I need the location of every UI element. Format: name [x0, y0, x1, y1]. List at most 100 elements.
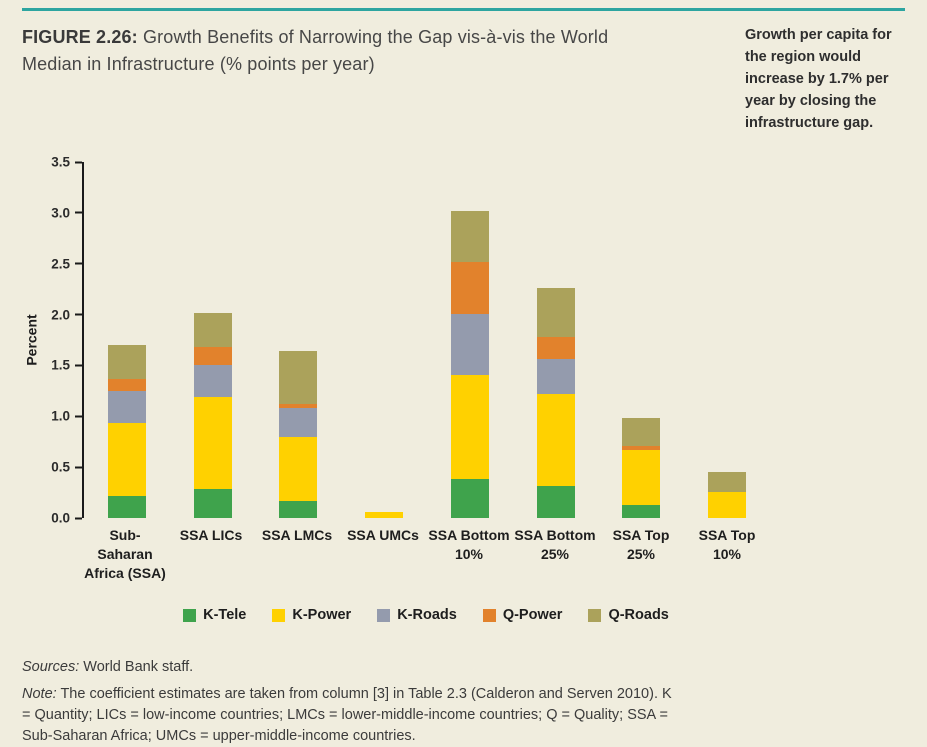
y-axis-title-cell: Percent: [22, 162, 42, 518]
stacked-bar-6: [536, 162, 575, 518]
figure-title: FIGURE 2.26: Growth Benefits of Narrowin…: [22, 24, 662, 78]
bar-segment-k-tele: [450, 479, 489, 518]
stacked-bar-chart: Percent 0.0 0.5 1.0 1.5 2.0 2.5 3.0 3.5 Sub-Sah…: [22, 155, 770, 624]
bar-segment-k-power: [536, 393, 575, 487]
bar-column: [427, 162, 513, 518]
bar-segment-q-power: [450, 261, 489, 314]
x-tick-label: SSA Bottom 10%: [428, 527, 510, 562]
y-tick-mark: [75, 161, 82, 163]
legend-swatch-q-roads: [588, 608, 602, 622]
y-tick-label: 0.0: [51, 510, 70, 526]
legend-swatch-q-power: [482, 608, 496, 622]
note-text: The coefficient estimates are taken from…: [22, 686, 672, 744]
bar-segment-q-roads: [193, 312, 232, 348]
legend-item-q-roads: Q-Roads: [588, 607, 669, 623]
legend-label: K-Power: [292, 607, 352, 623]
legend-label: K-Roads: [397, 607, 457, 623]
sources-text: World Bank staff.: [83, 659, 194, 675]
bar-segment-q-power: [193, 347, 232, 366]
bar-segment-q-roads: [708, 472, 747, 492]
bar-segment-k-power: [708, 491, 747, 518]
bar-segment-k-power: [365, 511, 404, 518]
y-tick: 0.5: [44, 460, 82, 475]
chart-plot-row: Percent 0.0 0.5 1.0 1.5 2.0 2.5 3.0 3.5: [22, 155, 770, 526]
x-tick-label: SSA Top 10%: [698, 527, 756, 562]
bar-column: [256, 162, 342, 518]
bar-segment-k-tele: [536, 486, 575, 518]
stacked-bar-4: [365, 162, 404, 518]
figure-page: FIGURE 2.26: Growth Benefits of Narrowin…: [22, 8, 905, 744]
top-divider: [22, 8, 905, 11]
figure-number: FIGURE 2.26:: [22, 27, 138, 47]
bar-column: [599, 162, 685, 518]
bar-segment-q-roads: [450, 210, 489, 262]
figure-header: FIGURE 2.26: Growth Benefits of Narrowin…: [22, 24, 905, 134]
plot-area: [82, 162, 770, 518]
stacked-bar-7: [622, 162, 661, 518]
bar-segment-q-power: [536, 336, 575, 360]
y-tick: 2.5: [44, 256, 82, 271]
y-tick-label: 1.5: [51, 357, 70, 373]
y-tick-mark: [75, 262, 82, 265]
bar-segment-k-tele: [622, 504, 661, 518]
bar-segment-k-tele: [193, 488, 232, 518]
bar-segment-q-roads: [279, 351, 318, 405]
stacked-bar-5: [450, 162, 489, 518]
y-tick-mark: [75, 211, 82, 214]
stacked-bar-8: [708, 162, 747, 518]
bar-segment-k-roads: [536, 359, 575, 394]
y-tick-mark: [75, 415, 82, 418]
bar-column: [170, 162, 256, 518]
bar-segment-q-power: [279, 404, 318, 409]
bar-segment-q-power: [622, 445, 661, 450]
legend-swatch-k-roads: [377, 608, 391, 622]
legend-label: Q-Roads: [608, 607, 669, 623]
y-axis: 0.0 0.5 1.0 1.5 2.0 2.5 3.0 3.5: [42, 155, 82, 526]
y-tick-mark: [75, 364, 82, 367]
y-tick: 2.0: [44, 307, 82, 322]
bar-segment-k-power: [193, 396, 232, 489]
bar-segment-k-tele: [279, 500, 318, 518]
stacked-bar-2: [193, 162, 232, 518]
legend-item-k-tele: K-Tele: [183, 607, 246, 623]
x-tick-label: Sub-Saharan Africa (SSA): [84, 527, 166, 581]
bar-segment-k-power: [279, 436, 318, 501]
x-tick-label: SSA LICs: [179, 527, 243, 543]
bar-column: [513, 162, 599, 518]
x-tick-label: SSA UMCs: [347, 527, 419, 543]
x-tick-label: SSA Bottom 25%: [514, 527, 596, 562]
note-label: Note:: [22, 686, 57, 702]
y-tick-label: 1.0: [51, 408, 70, 424]
y-tick: 0.0: [44, 511, 82, 526]
y-tick-mark: [75, 517, 82, 519]
bar-segment-k-power: [450, 374, 489, 480]
bar-segment-k-tele: [107, 495, 146, 518]
x-axis-labels: Sub-Saharan Africa (SSA) SSA LICs SSA LMCs…: [82, 518, 770, 583]
y-tick-label: 3.5: [51, 154, 70, 170]
bar-segment-q-roads: [536, 288, 575, 337]
y-tick-label: 0.5: [51, 459, 70, 475]
legend-item-k-roads: K-Roads: [377, 607, 457, 623]
legend-item-q-power: Q-Power: [482, 607, 562, 623]
legend-swatch-k-power: [272, 608, 286, 622]
y-tick-label: 2.0: [51, 307, 70, 323]
bar-segment-k-power: [622, 449, 661, 505]
sources-label: Sources:: [22, 659, 80, 675]
y-tick-mark: [75, 313, 82, 316]
y-tick: 1.5: [44, 358, 82, 373]
chart-legend: K-Tele K-Power K-Roads Q-Power Q-Roads: [82, 607, 770, 623]
y-axis-title: Percent: [24, 314, 41, 366]
stacked-bar-1: [107, 162, 146, 518]
x-tick-label: SSA LMCs: [261, 527, 333, 543]
y-tick-mark: [75, 466, 82, 469]
bar-column: [341, 162, 427, 518]
bar-segment-k-roads: [107, 390, 146, 424]
bar-segment-k-roads: [450, 313, 489, 375]
y-tick: 3.5: [44, 155, 82, 170]
bar-segment-q-roads: [622, 418, 661, 446]
margin-note: Growth per capita for the region would i…: [745, 27, 892, 131]
legend-label: K-Tele: [203, 607, 247, 623]
y-tick: 1.0: [44, 409, 82, 424]
legend-swatch-k-tele: [183, 608, 197, 622]
bar-segment-k-roads: [193, 365, 232, 397]
